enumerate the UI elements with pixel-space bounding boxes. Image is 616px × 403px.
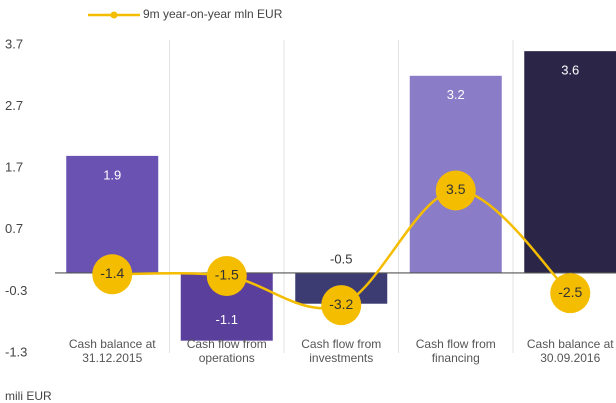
x-tick-label: Cash balance at 30.09.2016 bbox=[526, 337, 614, 365]
y-tick-label: 0.7 bbox=[5, 221, 23, 236]
line-marker bbox=[321, 285, 362, 326]
line-marker bbox=[206, 256, 247, 296]
bar-label: 1.9 bbox=[103, 167, 121, 182]
x-tick-label: Cash flow from investments bbox=[301, 337, 382, 365]
line-label: -2.5 bbox=[558, 284, 582, 300]
y-tick-label: 2.7 bbox=[5, 98, 23, 113]
bar-label: -0.5 bbox=[330, 251, 352, 266]
line-label: -1.4 bbox=[100, 265, 124, 281]
bar-label: 3.6 bbox=[561, 63, 579, 78]
x-tick-label: Cash flow from financing bbox=[415, 337, 496, 365]
line-label: 3.5 bbox=[446, 181, 466, 197]
y-tick-label: -1.3 bbox=[5, 344, 27, 359]
legend-label: 9m year-on-year mln EUR bbox=[143, 7, 283, 21]
x-tick-label: Cash balance at 31.12.2015 bbox=[68, 337, 156, 365]
bar-label: -1.1 bbox=[216, 312, 238, 327]
legend-marker bbox=[110, 11, 118, 19]
bar-label: 3.2 bbox=[447, 87, 465, 102]
y-tick-label: 1.7 bbox=[5, 160, 23, 175]
bar bbox=[66, 155, 159, 273]
y-tick-label: -0.3 bbox=[5, 283, 27, 298]
line-marker bbox=[550, 273, 591, 314]
y-tick-label: 3.7 bbox=[5, 36, 23, 51]
y-axis-label: mili EUR bbox=[5, 389, 52, 403]
line-label: -1.5 bbox=[215, 267, 239, 283]
bar bbox=[524, 51, 616, 273]
line-label: -3.2 bbox=[329, 296, 353, 312]
line-marker bbox=[92, 254, 133, 295]
x-tick-label: Cash flow from operations bbox=[186, 337, 267, 365]
line-marker bbox=[435, 170, 476, 211]
